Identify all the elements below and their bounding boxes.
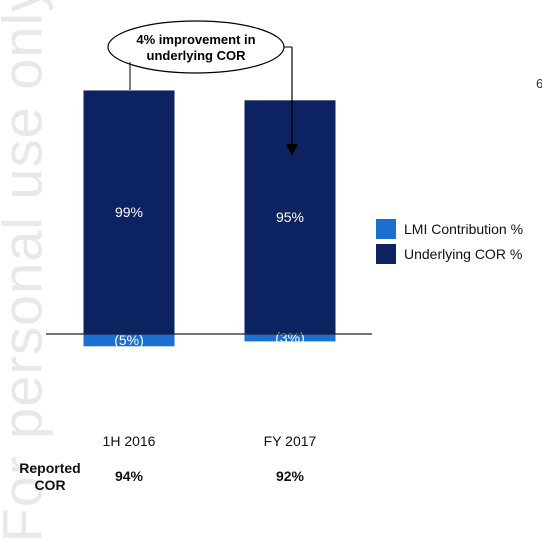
callout-text-line2: underlying COR [147, 48, 247, 63]
bar-lmi-contribution--1h-2016 [83, 334, 175, 347]
reported-value-fy-2017: 92% [275, 468, 305, 484]
data-label-lmi-contribution--1h-2016: (5%) [114, 332, 144, 348]
bar-underlying-cor--1h-2016 [83, 90, 175, 335]
reported-cor-label: Reported COR [10, 460, 90, 494]
reported-label-line2: COR [34, 477, 66, 493]
category-label-1h-2016: 1H 2016 [102, 433, 156, 449]
legend-label-underlying: Underlying COR % [404, 245, 523, 262]
callout-text-line1: 4% improvement in [136, 32, 255, 47]
legend-swatch-lmi [376, 218, 396, 239]
chart-legend: LMI Contribution % Underlying COR % [376, 216, 523, 266]
data-label-underlying-cor--fy-2017: 95% [276, 209, 304, 225]
data-label-underlying-cor--1h-2016: 99% [115, 204, 143, 220]
callout-bubble [107, 20, 285, 74]
legend-swatch-underlying [376, 243, 396, 264]
legend-label-lmi: LMI Contribution % [404, 220, 524, 237]
bar-lmi-contribution--fy-2017 [244, 334, 336, 342]
stray-text: 6 [536, 76, 542, 91]
category-label-fy-2017: FY 2017 [263, 433, 317, 449]
stacked-bar-chart: 99% (5%) 95% (3%) 4% improvement in underly… [46, 20, 372, 348]
legend-item-underlying: Underlying COR % [376, 241, 523, 266]
reported-label-line1: Reported [19, 460, 81, 476]
data-label-lmi-contribution--fy-2017: (3%) [275, 330, 305, 346]
legend-item-lmi: LMI Contribution % [376, 216, 523, 241]
reported-value-1h-2016: 94% [114, 468, 144, 484]
bar-underlying-cor--fy-2017 [244, 100, 336, 334]
